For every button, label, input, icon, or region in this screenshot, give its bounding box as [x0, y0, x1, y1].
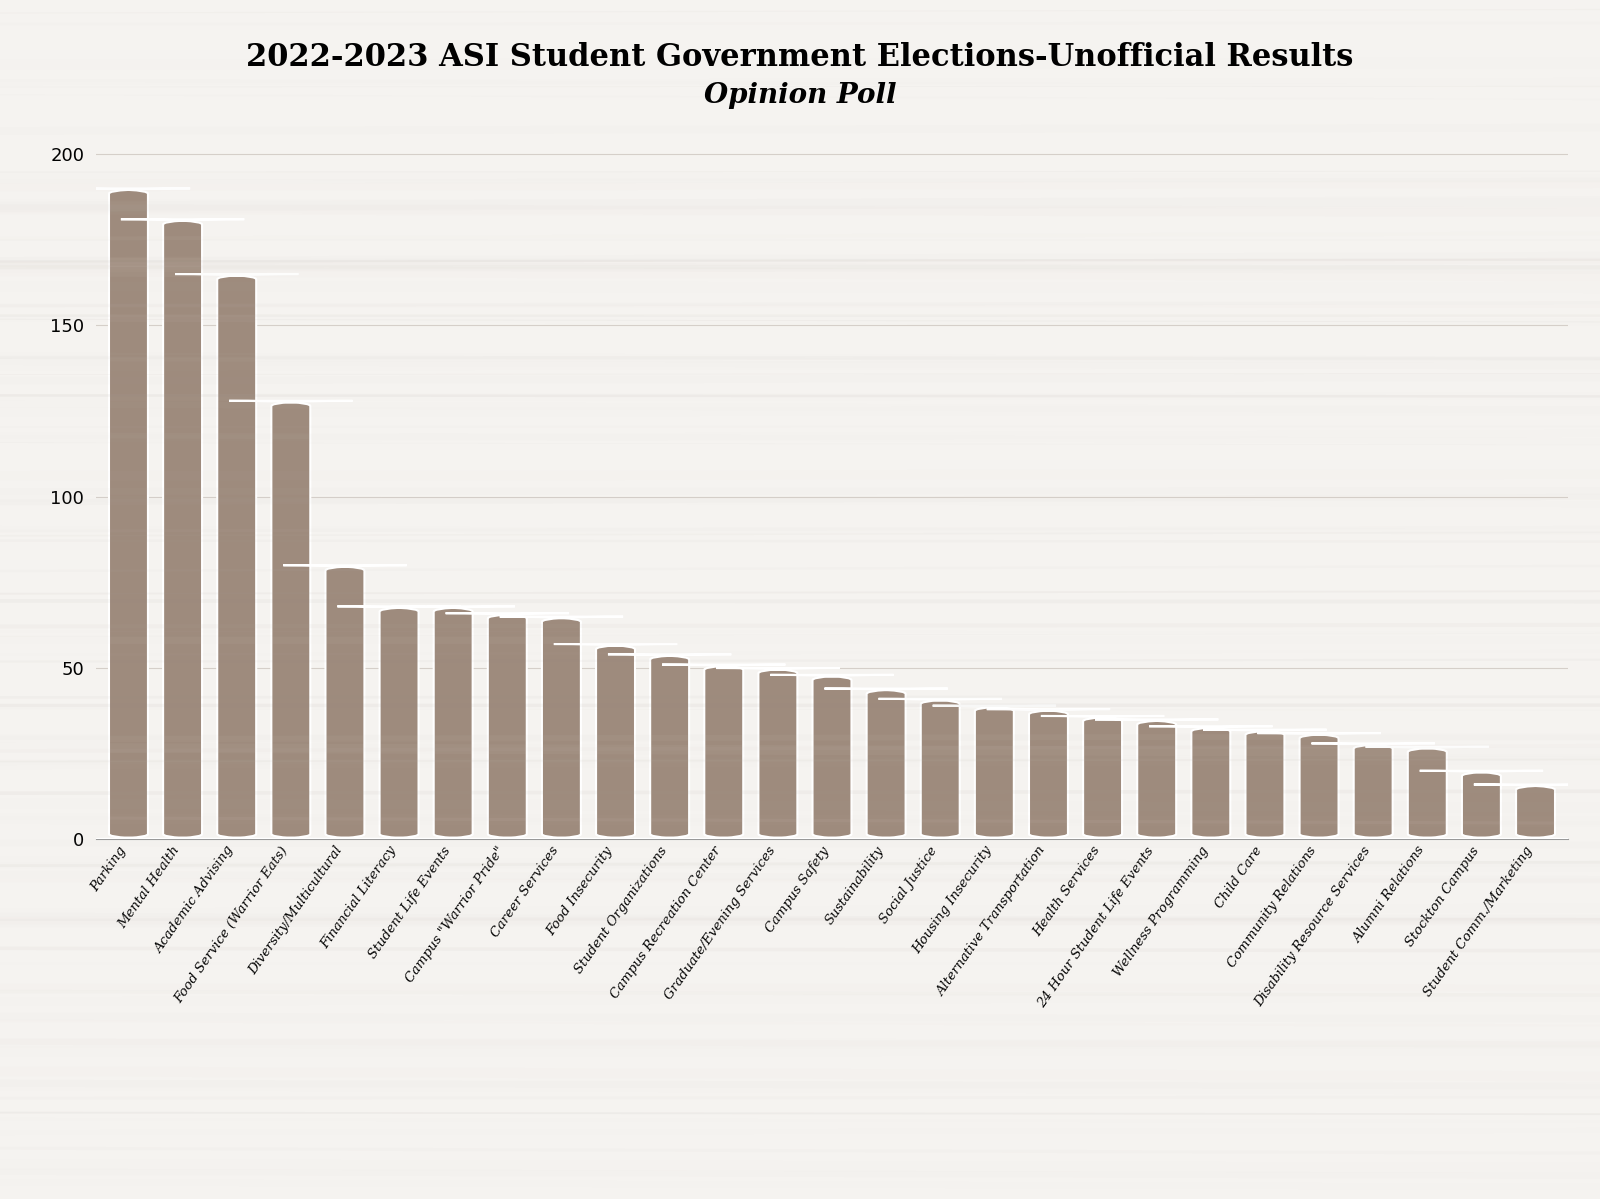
- FancyBboxPatch shape: [174, 275, 298, 839]
- FancyBboxPatch shape: [67, 188, 190, 839]
- FancyBboxPatch shape: [717, 668, 840, 839]
- FancyBboxPatch shape: [1094, 719, 1219, 839]
- FancyBboxPatch shape: [1419, 771, 1542, 839]
- FancyBboxPatch shape: [1365, 747, 1490, 839]
- FancyBboxPatch shape: [1042, 716, 1165, 839]
- FancyBboxPatch shape: [229, 400, 352, 839]
- FancyBboxPatch shape: [878, 699, 1002, 839]
- FancyBboxPatch shape: [122, 219, 245, 839]
- FancyBboxPatch shape: [987, 709, 1110, 839]
- FancyBboxPatch shape: [554, 644, 677, 839]
- Text: Opinion Poll: Opinion Poll: [704, 82, 896, 109]
- FancyBboxPatch shape: [1203, 730, 1326, 839]
- FancyBboxPatch shape: [662, 664, 786, 839]
- FancyBboxPatch shape: [1474, 784, 1597, 839]
- FancyBboxPatch shape: [1258, 733, 1381, 839]
- FancyBboxPatch shape: [933, 706, 1056, 839]
- FancyBboxPatch shape: [499, 616, 622, 839]
- FancyBboxPatch shape: [770, 675, 894, 839]
- FancyBboxPatch shape: [392, 607, 515, 839]
- FancyBboxPatch shape: [338, 607, 461, 839]
- Text: 2022-2023 ASI Student Government Elections-Unofficial Results: 2022-2023 ASI Student Government Electio…: [246, 42, 1354, 73]
- FancyBboxPatch shape: [824, 688, 947, 839]
- FancyBboxPatch shape: [608, 655, 731, 839]
- FancyBboxPatch shape: [445, 613, 570, 839]
- FancyBboxPatch shape: [1149, 727, 1272, 839]
- FancyBboxPatch shape: [1312, 743, 1435, 839]
- FancyBboxPatch shape: [283, 565, 406, 839]
